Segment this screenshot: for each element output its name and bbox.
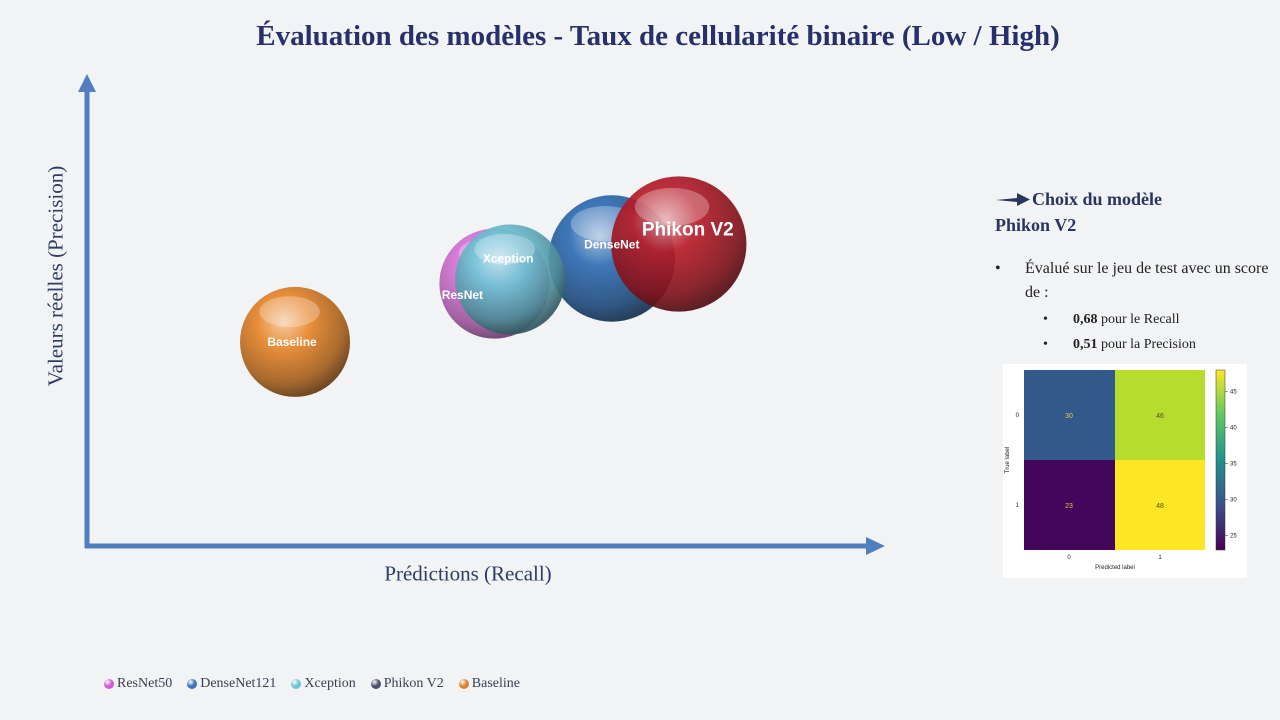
cm-col-tick-0: 0: [1067, 555, 1071, 561]
cm-cell-0-0: [1024, 370, 1115, 460]
cm-cell-1-0: [1024, 460, 1115, 550]
bubble-highlight-xception: [474, 233, 535, 265]
cm-row-tick-0: 0: [1016, 413, 1020, 419]
panel-heading-line1: Choix du modèle: [1032, 189, 1163, 209]
confusion-matrix: 30 46 23 48 0 1 0 1 Predicted label True…: [1005, 369, 1237, 571]
chart-legend: ResNet50 DenseNet121 Xception Phikon V2 …: [104, 676, 535, 692]
cm-value-0-1: 46: [1156, 413, 1164, 420]
legend-item-xception: Xception: [291, 676, 356, 692]
confusion-matrix-image: 30 46 23 48 0 1 0 1 Predicted label True…: [1003, 364, 1247, 578]
legend-marker: [291, 679, 302, 689]
bubble-highlight-baseline: [259, 296, 320, 328]
cm-value-0-0: 30: [1065, 413, 1073, 420]
cm-colorbar-tick-label: 40: [1230, 426, 1237, 432]
bubble-chart: ResNet Baseline DenseNet Xception Phikon V2: [78, 74, 885, 555]
recall-text: pour le Recall: [1097, 312, 1180, 327]
bubble-label-xception: Xception: [483, 252, 534, 266]
panel-heading: Choix du modèle Phikon V2: [995, 186, 1275, 238]
cm-colorbar: [1215, 369, 1226, 551]
bubble-xception: [455, 224, 566, 335]
y-axis-arrowhead: [78, 74, 96, 92]
bubble-label-densenet121: DenseNet: [584, 238, 639, 252]
recall-value: 0,68: [1073, 312, 1098, 327]
model-choice-panel: Choix du modèle Phikon V2 Évalué sur le …: [995, 186, 1275, 355]
cm-x-label: Predicted label: [1095, 565, 1135, 571]
cm-colorbar-tick-label: 45: [1230, 390, 1237, 396]
cm-col-tick-1: 1: [1158, 555, 1162, 561]
cm-y-label: True label: [1005, 447, 1011, 473]
precision-value: 0,51: [1073, 337, 1098, 352]
legend-marker: [458, 679, 469, 689]
cm-cell-0-1: [1115, 370, 1205, 460]
cm-colorbar-tick-label: 25: [1230, 534, 1237, 540]
bubble-baseline: [240, 286, 351, 397]
bubble-highlight-phikon-v2: [634, 187, 710, 226]
recall-bullet: 0,68 pour le Recall: [1043, 309, 1275, 330]
cm-cell-1-1: [1115, 460, 1205, 550]
precision-bullet: 0,51 pour la Precision: [1043, 334, 1275, 355]
legend-label: ResNet50: [117, 676, 173, 691]
cm-colorbar-tick-label: 30: [1230, 498, 1237, 504]
legend-item-resnet50: ResNet50: [104, 676, 172, 692]
legend-label: Baseline: [471, 676, 521, 691]
panel-heading-line2: Phikon V2: [995, 215, 1077, 235]
x-axis-label: Prédictions (Recall): [384, 561, 552, 586]
legend-marker: [104, 679, 114, 689]
legend-marker: [370, 679, 381, 689]
y-axis-label: Valeurs réelles (Precision): [43, 165, 68, 387]
x-axis-arrowhead: [866, 537, 885, 555]
cm-value-1-1: 48: [1156, 503, 1164, 510]
right-arrow-icon: [996, 193, 1030, 206]
legend-label: Xception: [304, 676, 356, 691]
evaluation-bullet: Évalué sur le jeu de test avec un score …: [995, 257, 1275, 305]
legend-label: Phikon V2: [383, 676, 444, 691]
legend-item-baseline: Baseline: [458, 676, 521, 692]
legend-item-densenet121: DenseNet121: [187, 676, 276, 692]
precision-text: pour la Precision: [1097, 337, 1196, 352]
slide-title: Évaluation des modèles - Taux de cellula…: [256, 20, 1060, 52]
bubble-label-baseline: Baseline: [267, 335, 317, 349]
cm-value-1-0: 23: [1065, 503, 1073, 510]
cm-row-tick-1: 1: [1016, 503, 1020, 509]
bubble-phikon-v2: [611, 176, 747, 312]
bubble-label-resnet50: ResNet: [442, 288, 483, 302]
legend-marker: [187, 679, 198, 689]
legend-item-phikon-v2: Phikon V2: [370, 676, 444, 692]
legend-label: DenseNet121: [200, 676, 277, 691]
bubble-label-phikon-v2: Phikon V2: [642, 220, 734, 241]
cm-colorbar-tick-label: 35: [1230, 462, 1237, 468]
